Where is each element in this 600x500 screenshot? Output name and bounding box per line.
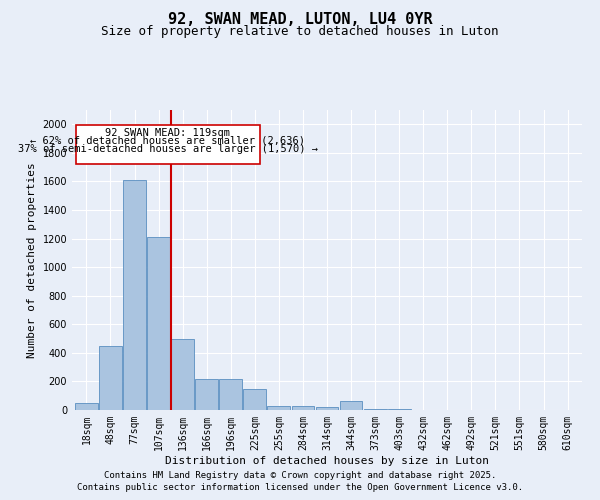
Bar (123, 180, 146, 410)
Bar (147, 237, 170, 410)
Text: Contains public sector information licensed under the Open Government Licence v3: Contains public sector information licen… (77, 484, 523, 492)
Y-axis label: Number of detached properties: Number of detached properties (27, 162, 37, 358)
Bar (75, 403, 98, 410)
Bar (316, 407, 338, 410)
Text: Size of property relative to detached houses in Luton: Size of property relative to detached ho… (101, 25, 499, 38)
Bar (244, 388, 266, 410)
Text: 37% of semi-detached houses are larger (1,570) →: 37% of semi-detached houses are larger (… (17, 144, 317, 154)
Bar (268, 406, 290, 410)
Bar (171, 338, 194, 410)
X-axis label: Distribution of detached houses by size in Luton: Distribution of detached houses by size … (165, 456, 489, 466)
Bar (364, 408, 386, 410)
Bar (99, 346, 122, 410)
Bar (340, 402, 362, 410)
Bar (220, 380, 242, 410)
Text: Contains HM Land Registry data © Crown copyright and database right 2025.: Contains HM Land Registry data © Crown c… (104, 471, 496, 480)
Text: ← 62% of detached houses are smaller (2,636): ← 62% of detached houses are smaller (2,… (30, 136, 305, 145)
Bar (292, 406, 314, 410)
Bar (195, 380, 218, 410)
Text: 92 SWAN MEAD: 119sqm: 92 SWAN MEAD: 119sqm (105, 128, 230, 138)
Text: 92, SWAN MEAD, LUTON, LU4 0YR: 92, SWAN MEAD, LUTON, LU4 0YR (167, 12, 433, 28)
Bar (76, 125, 260, 164)
